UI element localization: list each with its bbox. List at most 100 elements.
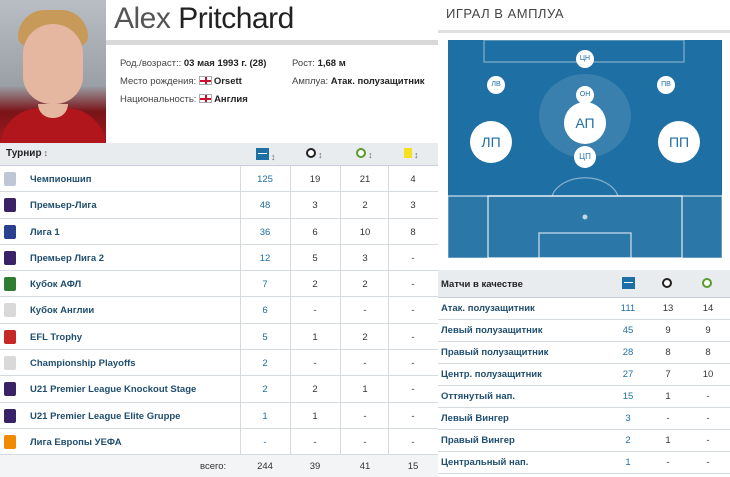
position-marker-lw[interactable]: ЛВ [487, 76, 505, 94]
pitch-lines [448, 40, 722, 258]
apps-cell[interactable]: 6 [262, 305, 268, 317]
role-name[interactable]: Центр. полузащитник [441, 369, 542, 380]
apps-cell[interactable]: 36 [259, 226, 271, 238]
table-row[interactable]: Левый полузащитник 45 9 9 [438, 320, 730, 342]
apps-cell[interactable]: 2 [625, 435, 631, 446]
assists-header-icon[interactable] [702, 278, 712, 291]
nationality-row: Национальность: Англия [120, 94, 248, 105]
apps-cell[interactable]: 7 [262, 279, 268, 291]
sort-icon: ↕ [271, 152, 276, 162]
table-row[interactable]: Атак. полузащитник 111 13 14 [438, 298, 730, 320]
height-row: Рост: 1,68 м [292, 58, 346, 69]
ball-icon [662, 278, 672, 288]
table-row[interactable]: Центральный нап. 1 - - [438, 452, 730, 474]
table-row[interactable]: Правый Вингер 2 1 - [438, 430, 730, 452]
table-row[interactable]: Левый Вингер 3 - - [438, 408, 730, 430]
role-name[interactable]: Атак. полузащитник [441, 303, 535, 314]
apps-cell[interactable]: 27 [622, 369, 634, 380]
table-row[interactable]: Чемпионшип 125 19 21 4 [0, 166, 438, 193]
goals-cell: 2 [312, 384, 318, 396]
player-first-name: Alex [114, 2, 171, 35]
apps-header-icon[interactable] [622, 277, 635, 292]
table-row[interactable]: U21 Premier League Knockout Stage 2 2 1 - [0, 376, 438, 403]
role-name[interactable]: Правый полузащитник [441, 347, 549, 358]
table-row[interactable]: Championship Playoffs 2 - - - [0, 350, 438, 377]
role-name[interactable]: Левый полузащитник [441, 325, 543, 336]
nationality-value: Англия [214, 94, 248, 105]
cards-cell: - [411, 331, 415, 343]
competition-name[interactable]: Лига 1 [30, 226, 60, 238]
position-marker-am-top[interactable]: ОН [576, 86, 594, 104]
goals-header-icon[interactable] [662, 278, 672, 291]
apps-cell[interactable]: 48 [259, 200, 271, 212]
goals-cell: 1 [312, 410, 318, 422]
competition-name[interactable]: U21 Premier League Elite Gruppe [30, 410, 181, 422]
table-row[interactable]: Премьер-Лига 48 3 2 3 [0, 192, 438, 219]
apps-cell[interactable]: 111 [620, 303, 636, 314]
apps-cell[interactable]: 5 [262, 331, 268, 343]
table-row[interactable]: Правый полузащитник 28 8 8 [438, 342, 730, 364]
cards-header[interactable]: ↕ [404, 148, 419, 161]
goals-cell: 6 [312, 226, 318, 238]
table-row[interactable]: Центр. полузащитник 27 7 10 [438, 364, 730, 386]
tournament-header[interactable]: Турнир ↕ [6, 148, 49, 159]
goals-cell: 7 [665, 369, 671, 380]
competition-name[interactable]: Премьер Лига 2 [30, 252, 105, 264]
apps-cell[interactable]: 1 [262, 410, 268, 422]
goals-cell: 2 [312, 279, 318, 291]
table-row[interactable]: Кубок АФЛ 7 2 2 - [0, 271, 438, 298]
table-row[interactable]: Лига Европы УЕФА - - - - [0, 428, 438, 456]
sort-icon: ↕ [414, 150, 419, 160]
apps-cell[interactable]: 3 [625, 413, 631, 424]
competition-name[interactable]: Чемпионшип [30, 174, 92, 185]
role-name[interactable]: Левый Вингер [441, 413, 509, 424]
apps-cell[interactable]: 1 [625, 457, 631, 468]
table-row[interactable]: EFL Trophy 5 1 2 - [0, 323, 438, 351]
assists-cell: 10 [702, 369, 714, 380]
goals-header[interactable]: ↕ [306, 148, 323, 161]
header-divider [106, 40, 438, 45]
competition-name[interactable]: Championship Playoffs [30, 358, 136, 370]
apps-cell[interactable]: 28 [622, 347, 634, 358]
ball-icon [306, 148, 316, 158]
role-name[interactable]: Центральный нап. [441, 457, 529, 468]
apps-cell[interactable]: 2 [262, 384, 268, 396]
apps-header[interactable]: ↕ [256, 148, 276, 163]
competition-name[interactable]: U21 Premier League Knockout Stage [30, 384, 197, 396]
assist-icon [702, 278, 712, 288]
competition-name[interactable]: Лига Европы УЕФА [30, 436, 122, 448]
apps-cell[interactable]: - [263, 436, 267, 448]
assists-cell: - [706, 435, 710, 446]
assists-cell: 14 [702, 303, 714, 314]
competition-name[interactable]: Кубок АФЛ [30, 279, 82, 291]
apps-cell[interactable]: 45 [622, 325, 634, 336]
position-marker-rm[interactable]: ПП [658, 121, 700, 163]
position-marker-cm[interactable]: ЦП [574, 146, 596, 168]
position-marker-lm[interactable]: ЛП [470, 121, 512, 163]
cards-cell: 3 [410, 200, 416, 212]
player-photo [0, 0, 106, 143]
competition-name[interactable]: Кубок Англии [30, 305, 95, 317]
role-name[interactable]: Правый Вингер [441, 435, 515, 446]
apps-cell[interactable]: 15 [622, 391, 634, 402]
competition-name[interactable]: EFL Trophy [30, 331, 83, 343]
apps-cell[interactable]: 2 [262, 358, 268, 370]
apps-cell[interactable]: 125 [257, 174, 273, 185]
position-marker-rw[interactable]: ПВ [657, 76, 675, 94]
assists-cell: 21 [359, 174, 371, 185]
assists-cell: - [706, 457, 710, 468]
competition-name[interactable]: Премьер-Лига [30, 200, 97, 212]
cards-cell: - [411, 305, 415, 317]
position-marker-cf[interactable]: ЦН [576, 50, 594, 68]
pitch-icon [622, 277, 635, 289]
assists-header[interactable]: ↕ [356, 148, 373, 161]
position-marker-am[interactable]: АП [564, 102, 606, 144]
table-row[interactable]: Оттянутый нап. 15 1 - [438, 386, 730, 408]
table-row[interactable]: Премьер Лига 2 12 5 3 - [0, 244, 438, 272]
apps-cell[interactable]: 12 [259, 252, 271, 264]
table-row[interactable]: U21 Premier League Elite Gruppe 1 1 - - [0, 402, 438, 429]
table-row[interactable]: Лига 1 36 6 10 8 [0, 218, 438, 245]
role-name[interactable]: Оттянутый нап. [441, 391, 516, 402]
table-row[interactable]: Кубок Англии 6 - - - [0, 297, 438, 324]
competition-logo-icon [4, 356, 16, 371]
